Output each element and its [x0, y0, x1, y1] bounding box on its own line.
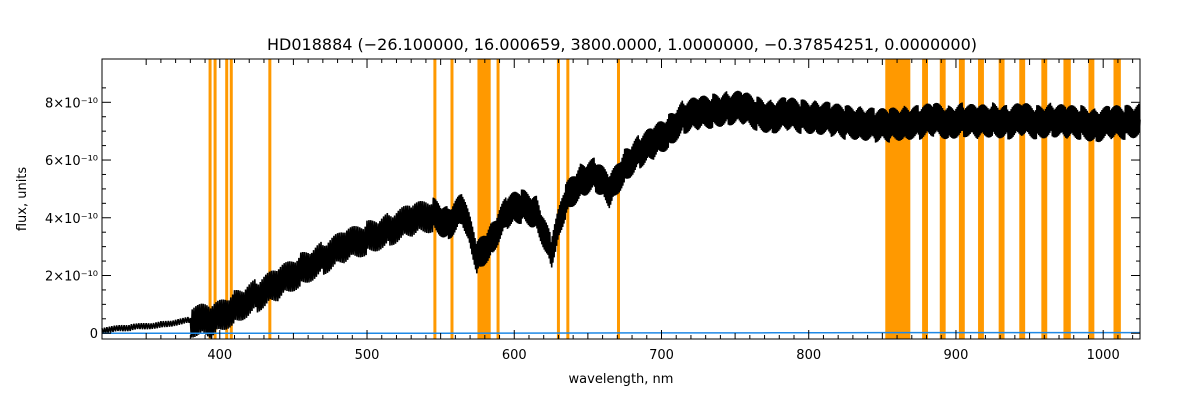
masked-band [939, 59, 946, 339]
x-axis: 400 500 600 700 800 900 1000 [145, 59, 1134, 363]
x-tick-label: 700 [649, 348, 674, 363]
x-tick-label: 1000 [1087, 348, 1120, 363]
masked-band [477, 59, 491, 339]
masked-band [885, 59, 911, 339]
masked-band [998, 59, 1005, 339]
masked-band [1041, 59, 1048, 339]
masked-band [978, 59, 984, 339]
y-tick-label: 6×10⁻¹⁰ [45, 154, 98, 169]
x-tick-label: 900 [944, 348, 969, 363]
masked-band [922, 59, 928, 339]
masked-band [1088, 59, 1095, 339]
masked-band [1113, 59, 1121, 339]
plot-frame [101, 58, 1141, 340]
x-tick-label: 500 [355, 348, 380, 363]
y-tick-label: 0 [90, 327, 98, 342]
x-tick-label: 400 [207, 348, 232, 363]
x-tick-label: 800 [796, 348, 821, 363]
masked-band [1019, 59, 1026, 339]
x-tick-label: 600 [502, 348, 527, 363]
y-axis: 0 2×10⁻¹⁰ 4×10⁻¹⁰ 6×10⁻¹⁰ 8×10⁻¹⁰ [45, 87, 1140, 342]
x-axis-label: wavelength, nm [569, 372, 674, 387]
y-tick-label: 8×10⁻¹⁰ [45, 96, 98, 111]
error-series-line [102, 331, 1140, 334]
y-tick-label: 2×10⁻¹⁰ [45, 269, 98, 284]
masked-regions [208, 59, 1121, 339]
masked-band [1063, 59, 1071, 339]
masked-band [958, 59, 965, 339]
spectrum-series [101, 90, 1141, 339]
y-tick-label: 4×10⁻¹⁰ [45, 212, 98, 227]
y-axis-label: flux, units [15, 167, 30, 232]
flux-series-line [101, 90, 1141, 339]
chart-title: HD018884 (−26.100000, 16.000659, 3800.00… [267, 35, 977, 54]
